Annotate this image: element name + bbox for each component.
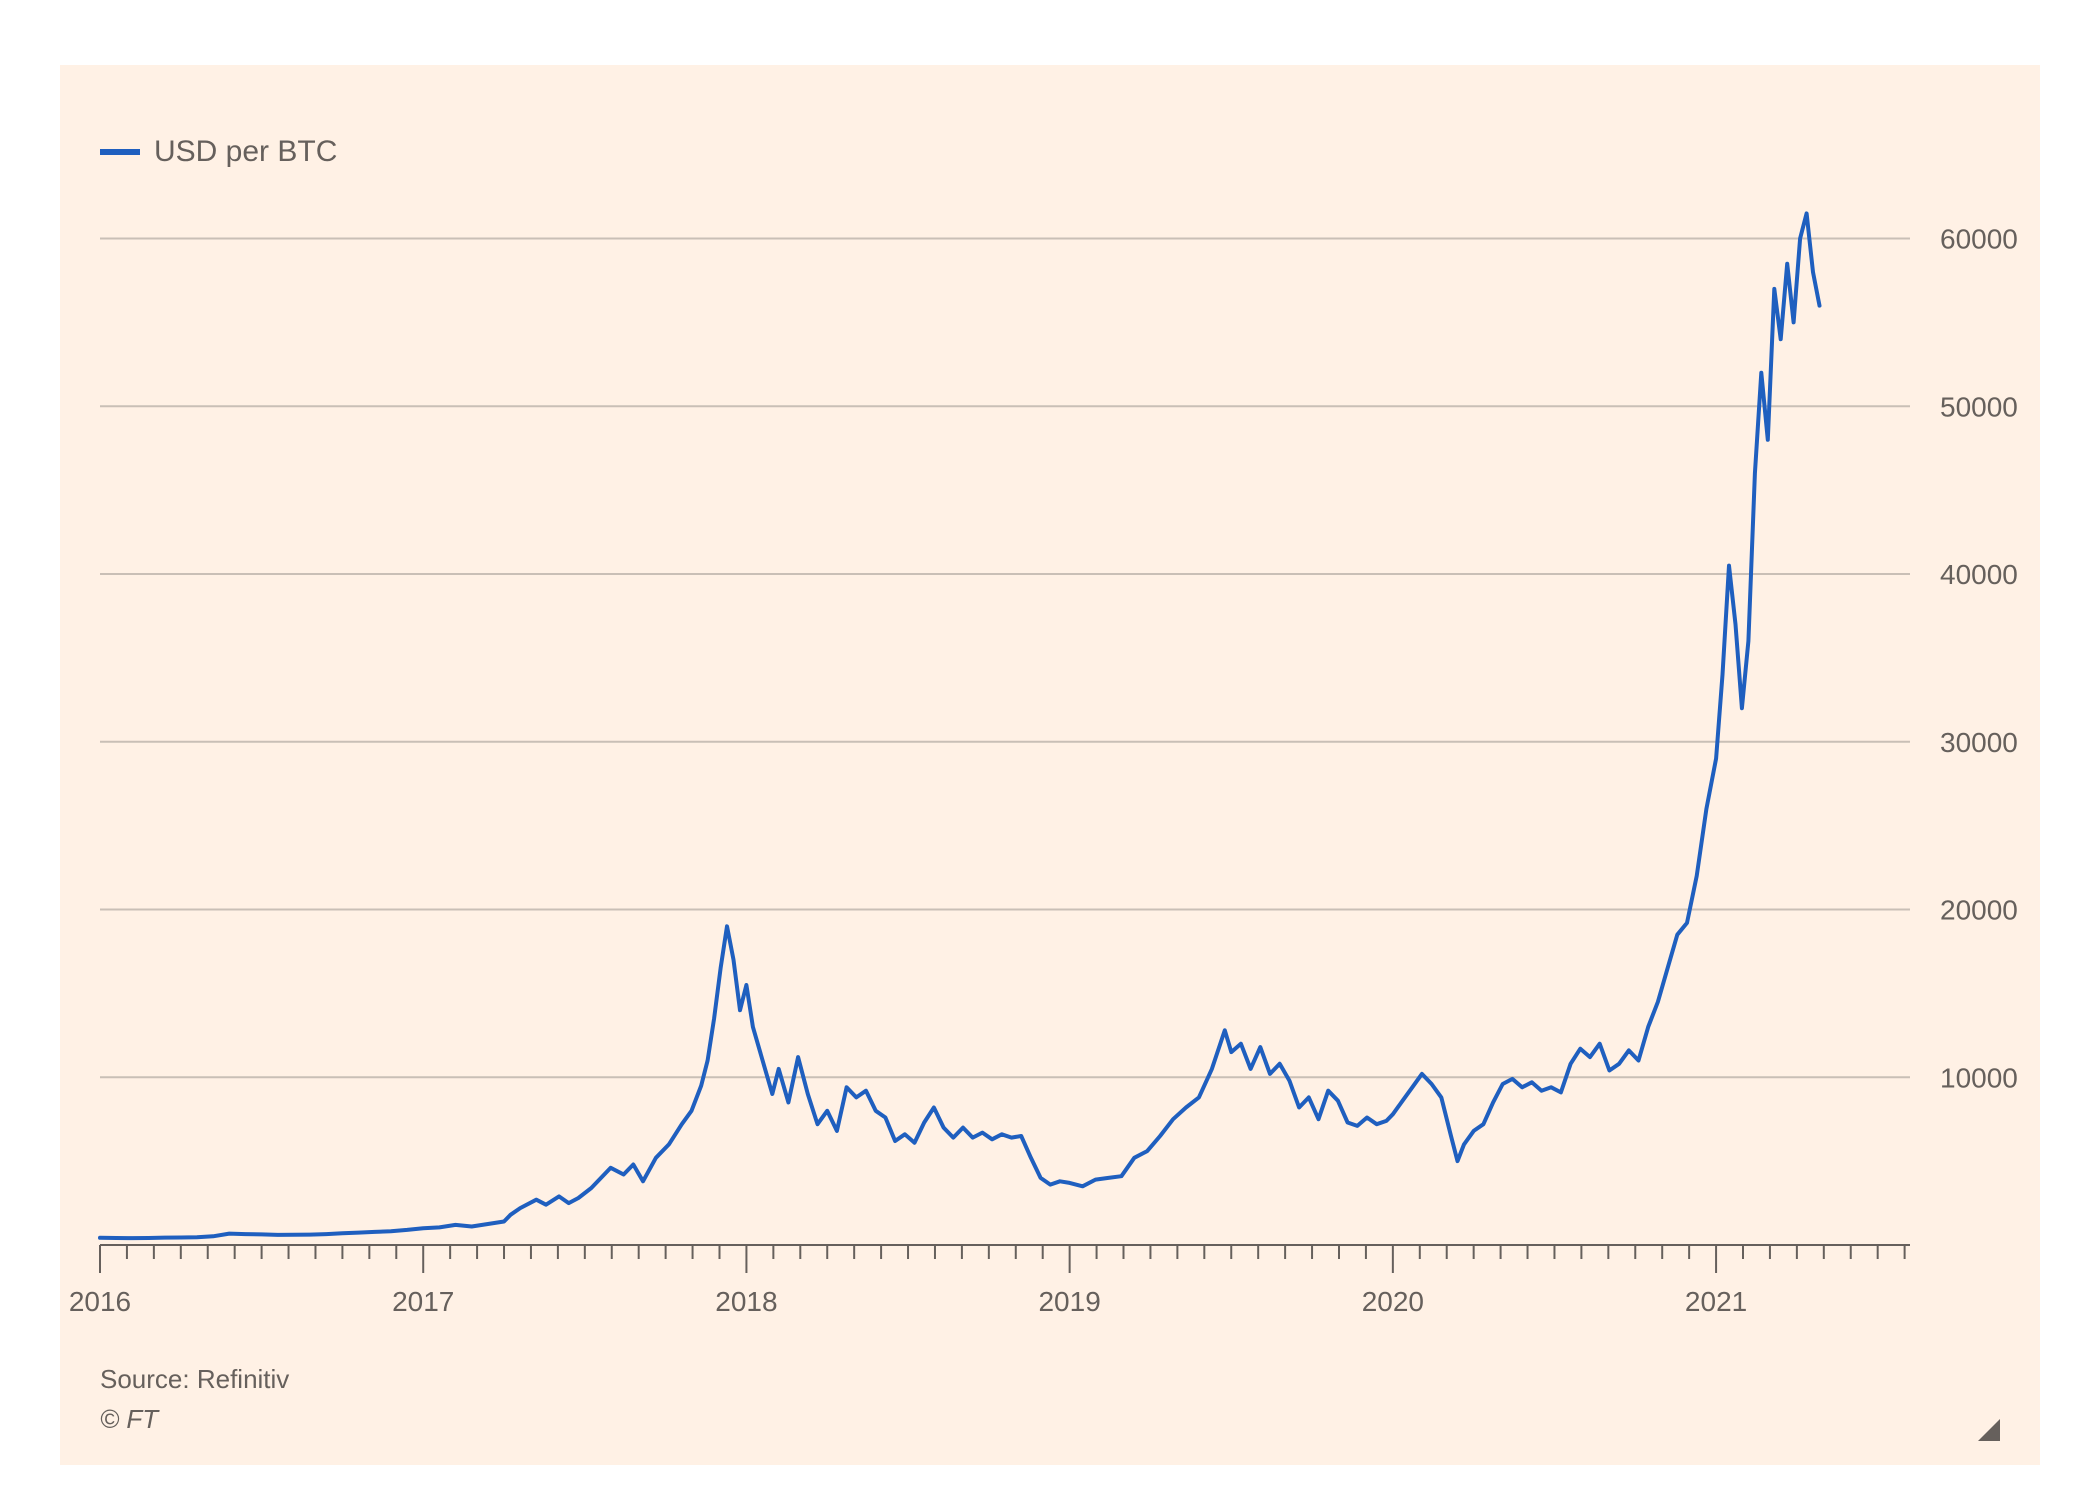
line-chart: 10000 20000 30000 40000 50000 60000 2016 2017 20… [60, 65, 2040, 1465]
svg-text:2021: 2021 [1685, 1286, 1747, 1317]
svg-text:20000: 20000 [1940, 895, 2018, 926]
chart-source: Source: Refinitiv [100, 1364, 289, 1395]
svg-text:10000: 10000 [1940, 1062, 2018, 1093]
svg-text:40000: 40000 [1940, 559, 2018, 590]
svg-text:2016: 2016 [69, 1286, 131, 1317]
svg-text:60000: 60000 [1940, 224, 2018, 255]
svg-text:2020: 2020 [1362, 1286, 1424, 1317]
svg-text:30000: 30000 [1940, 727, 2018, 758]
svg-text:2019: 2019 [1038, 1286, 1100, 1317]
chart-copyright: © FT [100, 1404, 158, 1435]
svg-text:50000: 50000 [1940, 391, 2018, 422]
svg-text:2017: 2017 [392, 1286, 454, 1317]
chart-card: USD per BTC 1000020000300004000050000600… [60, 65, 2040, 1465]
ft-corner-icon [1978, 1419, 2000, 1441]
svg-text:2018: 2018 [715, 1286, 777, 1317]
